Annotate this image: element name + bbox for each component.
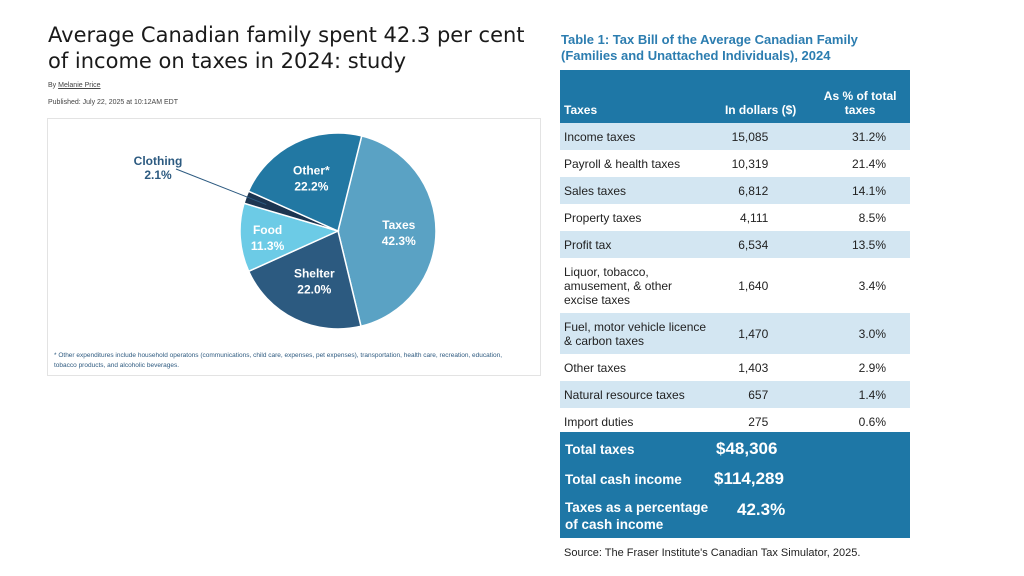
tax-pct: 1.4%: [810, 381, 910, 408]
slice-value-clothing: 2.1%: [144, 168, 172, 182]
tax-dollars: 15,085: [713, 123, 811, 150]
pie-slice-taxes: [337, 135, 437, 328]
tax-name: Liquor, tobacco, amusement, & other exci…: [564, 264, 673, 307]
tax-dollars: 1,403: [738, 360, 769, 375]
header-dollars: In dollars ($): [713, 70, 811, 123]
pct-income-label: Taxes as a percentage of cash income: [565, 499, 708, 533]
tax-pct: 3.0%: [810, 313, 910, 354]
tax-name: Property taxes: [564, 210, 642, 225]
total-taxes-label: Total taxes: [565, 442, 635, 457]
author-link[interactable]: Melanie Price: [58, 82, 101, 89]
tax-name: Sales taxes: [560, 177, 714, 204]
slice-value-taxes: 42.3%: [382, 234, 416, 248]
table-row: Other taxes 1,403 2.9%: [560, 354, 910, 381]
byline-prefix: By: [48, 82, 57, 89]
pct-income-label-line2: of cash income: [565, 517, 664, 532]
table-row: Natural resource taxes 657 1.4%: [560, 381, 910, 408]
pie-chart-panel: Taxes 42.3% Shelter 22.0% Food 11.3% Clothing 2…: [47, 118, 541, 376]
cash-income-value: $114,289: [714, 469, 784, 488]
tax-pct: 31.2%: [810, 123, 910, 150]
tax-name: Import duties: [564, 414, 634, 429]
slice-label-taxes: Taxes: [382, 218, 415, 232]
table-source: Source: The Fraser Institute's Canadian …: [564, 547, 861, 559]
tax-name: Natural resource taxes: [560, 381, 714, 408]
tax-pct: 2.9%: [858, 360, 886, 375]
slice-label-clothing: Clothing: [134, 154, 183, 168]
pie-slice-other: [247, 132, 363, 233]
tax-pct: 8.5%: [858, 210, 886, 225]
byline: By Melanie Price: [48, 82, 101, 89]
pie-slice-food: [239, 202, 341, 273]
tax-dollars: 275: [748, 414, 769, 429]
tax-dollars: 6,812: [713, 177, 811, 204]
tax-dollars: 1,470: [713, 313, 811, 354]
table-row: Import duties 275 0.6%: [560, 408, 910, 435]
published-date: Published: July 22, 2025 at 10:12AM EDT: [48, 99, 178, 106]
tax-dollars: 4,111: [740, 210, 769, 225]
tax-table: Taxes In dollars ($) As % of total taxes…: [560, 70, 910, 435]
header-pct: As % of total taxes: [810, 70, 910, 123]
slice-value-shelter: 22.0%: [297, 282, 331, 296]
slice-label-other: Other*: [293, 163, 330, 177]
clothing-leader-line: [175, 168, 267, 206]
slice-label-shelter: Shelter: [294, 266, 335, 280]
tax-name: Payroll & health taxes: [564, 156, 681, 171]
table-row: Property taxes 4,111 8.5%: [560, 204, 910, 231]
total-taxes-value: $48,306: [716, 439, 778, 458]
pie-slice-shelter: [247, 229, 362, 330]
tax-name: Other taxes: [564, 360, 627, 375]
table-header-row: Taxes In dollars ($) As % of total taxes: [560, 70, 910, 123]
totals-panel: Total taxes $48,306 Total cash income $1…: [560, 432, 910, 538]
pie-chart: Taxes42.3%Shelter22.0%Food11.3%Clothing2…: [134, 132, 437, 330]
table-row: Liquor, tobacco, amusement, & other exci…: [560, 258, 910, 313]
tax-dollars: 10,319: [731, 156, 769, 171]
tax-dollars: 1,640: [738, 278, 769, 293]
table-title-line2: (Families and Unattached Individuals), 2…: [561, 48, 831, 63]
tax-name: Fuel, motor vehicle licence & carbon tax…: [560, 313, 714, 354]
slice-value-food: 11.3%: [251, 239, 285, 253]
tax-name: Profit tax: [560, 231, 714, 258]
table-row: Sales taxes 6,812 14.1%: [560, 177, 910, 204]
pct-income-label-line1: Taxes as a percentage: [565, 500, 709, 515]
tax-pct: 3.4%: [858, 278, 886, 293]
tax-dollars: 657: [713, 381, 811, 408]
article-headline: Average Canadian family spent 42.3 per c…: [48, 23, 525, 73]
table-title-line1: Table 1: Tax Bill of the Average Canadia…: [561, 32, 858, 47]
pct-income-value: 42.3%: [737, 500, 786, 519]
slice-label-food: Food: [253, 223, 282, 237]
table-title: Table 1: Tax Bill of the Average Canadia…: [561, 32, 911, 64]
table-row: Income taxes 15,085 31.2%: [560, 123, 910, 150]
tax-pct: 0.6%: [858, 414, 886, 429]
table-row: Profit tax 6,534 13.5%: [560, 231, 910, 258]
table-row: Fuel, motor vehicle licence & carbon tax…: [560, 313, 910, 354]
tax-name: Income taxes: [560, 123, 714, 150]
header-taxes: Taxes: [560, 70, 714, 123]
tax-dollars: 6,534: [713, 231, 811, 258]
tax-pct: 14.1%: [810, 177, 910, 204]
slice-value-other: 22.2%: [294, 179, 328, 193]
chart-footnote: * Other expenditures include household o…: [54, 352, 503, 369]
tax-pct: 21.4%: [851, 156, 886, 171]
tax-pct: 13.5%: [810, 231, 910, 258]
table-row: Payroll & health taxes 10,319 21.4%: [560, 150, 910, 177]
cash-income-label: Total cash income: [565, 472, 682, 487]
